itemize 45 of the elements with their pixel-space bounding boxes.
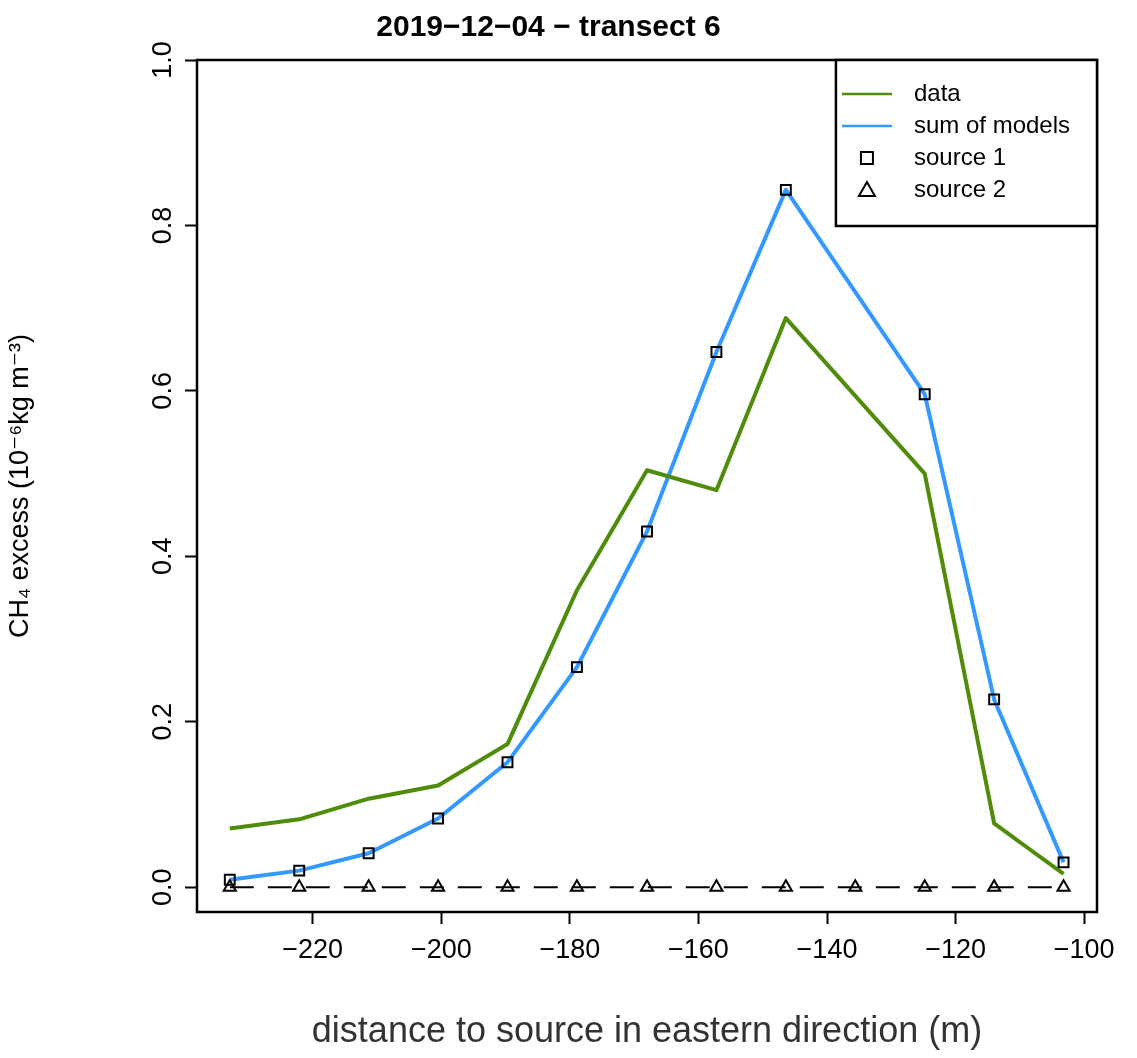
x-tick-label: −160 (668, 933, 729, 964)
point (639, 879, 655, 892)
y-tick-label: 1.0 (146, 41, 177, 79)
point (569, 879, 584, 892)
point (709, 879, 724, 892)
point (917, 879, 932, 892)
legend-label: sum of models (913, 110, 1070, 138)
point (500, 879, 515, 892)
point (988, 693, 1001, 706)
y-tick-label: 0.2 (146, 702, 177, 741)
point (501, 756, 514, 769)
point (432, 812, 445, 825)
point (1057, 856, 1070, 869)
point (848, 879, 863, 892)
point (987, 879, 1002, 892)
point (918, 388, 931, 401)
point (431, 879, 446, 892)
point (223, 873, 236, 886)
x-tick-label: −120 (925, 933, 986, 964)
point (779, 183, 792, 196)
point (362, 847, 375, 860)
point (1056, 879, 1071, 892)
x-tick-label: −220 (282, 933, 344, 964)
x-axis-title: distance to source in eastern direction (m) (311, 1009, 983, 1051)
point (641, 525, 653, 538)
point (778, 879, 793, 892)
x-tick-label: −140 (796, 933, 858, 964)
point (570, 661, 583, 674)
x-tick-label: −200 (410, 933, 472, 964)
y-tick-label: 0.8 (146, 206, 177, 245)
point (361, 879, 376, 892)
x-tick-label: −180 (539, 933, 601, 964)
y-tick-label: 0.4 (146, 537, 177, 576)
point (293, 864, 306, 877)
y-tick-label: 0.6 (146, 372, 177, 410)
point (710, 346, 723, 358)
x-tick-label: −100 (1053, 933, 1115, 964)
y-axis-title: CH₄ excess (10⁻⁶kg m⁻³) (3, 333, 34, 639)
legend-label: source 2 (913, 174, 1006, 202)
point (292, 879, 307, 892)
legend-label: data (913, 78, 962, 106)
legend-label: source 1 (913, 142, 1006, 170)
point (222, 879, 237, 892)
chart-title: 2019−12−04 − transect 6 (376, 9, 721, 43)
y-tick-label: 0.0 (146, 868, 177, 906)
